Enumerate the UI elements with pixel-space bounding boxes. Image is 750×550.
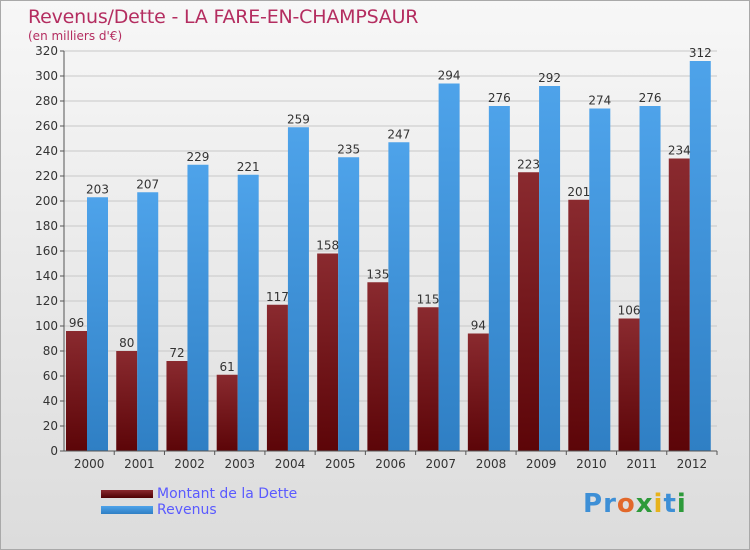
data-label-dette: 158 [316,239,339,253]
data-label-dette: 117 [266,290,289,304]
data-label-revenus: 247 [387,127,410,141]
y-tick-label: 20 [43,419,58,433]
x-tick-label: 2005 [325,457,356,471]
y-tick-label: 320 [35,44,58,58]
data-label-dette: 94 [471,319,486,333]
bar-revenus [388,142,410,451]
data-label-dette: 135 [366,267,389,281]
data-label-dette: 234 [668,144,691,158]
y-tick-label: 40 [43,394,58,408]
bar-revenus [539,86,561,451]
bar-revenus [589,108,611,451]
data-label-revenus: 294 [438,69,461,83]
y-tick-label: 80 [43,344,58,358]
x-tick-label: 2007 [425,457,456,471]
bar-dette [668,158,690,451]
x-tick-label: 2000 [74,457,105,471]
bar-revenus [438,83,460,451]
data-label-dette: 106 [618,304,641,318]
data-label-dette: 115 [417,292,440,306]
data-label-revenus: 274 [588,94,611,108]
y-tick-label: 100 [35,319,58,333]
data-label-revenus: 292 [538,71,561,85]
data-label-revenus: 312 [689,46,712,60]
bar-dette [216,374,238,451]
data-label-dette: 61 [220,360,235,374]
bar-revenus [237,174,259,451]
y-tick-label: 200 [35,194,58,208]
y-tick-label: 220 [35,169,58,183]
legend-label-debt: Montant de la Dette [157,486,298,502]
data-label-revenus: 235 [337,142,360,156]
data-label-dette: 80 [119,336,134,350]
y-tick-label: 140 [35,269,58,283]
bar-revenus [137,192,159,451]
x-tick-label: 2006 [375,457,406,471]
data-label-dette: 201 [567,185,590,199]
bar-dette [467,333,489,451]
bar-dette [367,282,389,451]
data-label-revenus: 276 [488,91,511,105]
y-tick-label: 60 [43,369,58,383]
y-tick-label: 160 [35,244,58,258]
data-label-revenus: 203 [86,182,109,196]
chart-subtitle: (en milliers d'€) [28,29,123,43]
bar-revenus [187,164,209,451]
bar-dette [66,331,87,451]
data-label-revenus: 276 [639,91,662,105]
bar-dette [166,361,188,451]
bar-revenus [639,106,661,451]
data-label-revenus: 221 [237,160,260,174]
bar-revenus [287,127,309,451]
y-tick-label: 120 [35,294,58,308]
proxiti-logo: Proxiti [583,489,687,519]
bar-dette [618,318,640,451]
y-tick-label: 180 [35,219,58,233]
legend-label-revenus: Revenus [157,502,217,518]
legend-swatch-revenus [101,506,153,514]
bar-dette [266,304,288,451]
x-tick-label: 2001 [124,457,155,471]
x-tick-label: 2004 [275,457,306,471]
bar-revenus [488,106,510,451]
y-tick-label: 300 [35,69,58,83]
y-tick-label: 280 [35,94,58,108]
x-tick-label: 2009 [526,457,557,471]
x-tick-label: 2008 [476,457,507,471]
data-label-revenus: 229 [187,150,210,164]
y-tick-label: 0 [50,444,58,458]
legend-swatch-debt [101,490,153,498]
bar-revenus [689,61,711,451]
bar-dette [317,253,339,451]
bar-dette [417,307,439,451]
data-label-revenus: 259 [287,112,310,126]
x-tick-label: 2003 [225,457,256,471]
bar-dette [568,199,590,451]
y-tick-label: 260 [35,119,58,133]
data-label-dette: 72 [169,346,184,360]
x-tick-label: 2002 [174,457,205,471]
data-label-dette: 96 [69,316,84,330]
bar-dette [518,172,540,451]
x-tick-label: 2012 [677,457,708,471]
data-label-revenus: 207 [136,177,159,191]
bar-revenus [338,157,360,451]
x-tick-label: 2011 [626,457,657,471]
bar-revenus [87,197,108,451]
data-label-dette: 223 [517,157,540,171]
chart-title: Revenus/Dette - LA FARE-EN-CHAMPSAUR [28,6,419,28]
x-tick-label: 2010 [576,457,607,471]
y-tick-label: 240 [35,144,58,158]
bar-dette [116,351,138,451]
